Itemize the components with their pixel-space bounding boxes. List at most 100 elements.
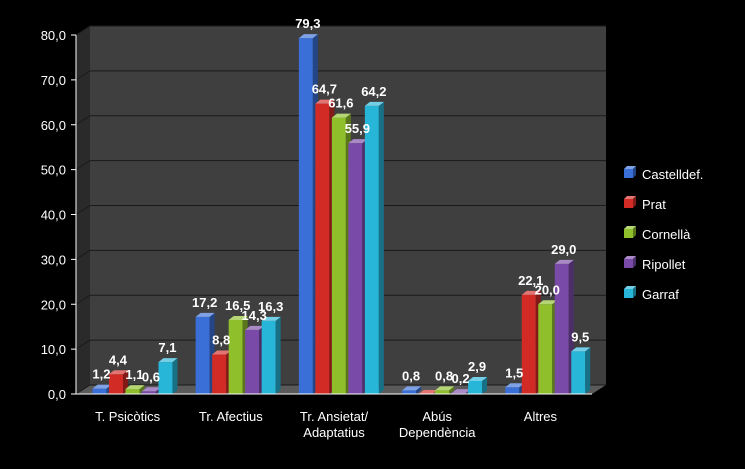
data-label: 17,2: [192, 295, 217, 310]
legend-label: Ripollet: [642, 257, 686, 272]
bar-side: [482, 376, 488, 394]
bar-top: [468, 376, 488, 381]
bar-side: [139, 385, 145, 394]
data-label: 1,1: [125, 367, 143, 382]
category-label: Tr. Afectius: [199, 409, 263, 424]
data-label: 64,7: [312, 82, 337, 97]
y-tick-label: 20,0: [41, 297, 66, 312]
bar: [125, 385, 145, 394]
bar: [554, 259, 574, 394]
legend-entry: Prat: [624, 196, 666, 212]
data-label: 16,5: [225, 298, 250, 313]
bar-top: [141, 387, 161, 392]
gridline: [75, 249, 606, 260]
data-label: 20,0: [535, 282, 560, 297]
bar: [195, 312, 215, 394]
legend-entry: Garraf: [624, 286, 679, 302]
data-label: 8,8: [212, 333, 230, 348]
category-label: Altres: [524, 409, 558, 424]
category-label-line: Tr. Ansietat/: [300, 409, 369, 424]
bar-front: [554, 263, 569, 394]
data-label: 14,3: [242, 308, 267, 323]
bar: [538, 300, 558, 394]
legend-entry: Ripollet: [624, 256, 686, 272]
bar: [435, 386, 455, 394]
data-label: 22,1: [518, 273, 543, 288]
bar-top: [402, 386, 422, 391]
bar-top: [261, 316, 281, 321]
bar-front: [228, 319, 243, 394]
bar: [418, 390, 438, 394]
bar-front: [158, 362, 173, 394]
legend-swatch-top: [624, 166, 636, 169]
category-label: Abús Dependència: [399, 409, 476, 440]
bar: [402, 386, 422, 394]
category-label-line: Tr. Afectius: [199, 409, 263, 424]
data-label: 79,3: [295, 16, 320, 31]
y-tick-label: 60,0: [41, 118, 66, 133]
bar: [331, 113, 351, 394]
bar-top: [364, 101, 384, 106]
bar-front: [125, 389, 140, 394]
bar: [364, 101, 384, 394]
bar-front: [108, 374, 123, 394]
bar-front: [212, 354, 227, 394]
data-label: 0,2: [452, 371, 470, 386]
legend-swatch-side: [633, 196, 636, 208]
bar-front: [468, 380, 483, 394]
bar-front: [245, 329, 260, 394]
bar-top: [348, 139, 368, 144]
bar-front: [402, 390, 417, 394]
gridline: [75, 115, 606, 126]
data-label: 9,5: [571, 329, 589, 344]
bar-front: [315, 103, 330, 394]
bar-top: [195, 312, 215, 317]
bar-side: [416, 386, 422, 394]
bar-top: [228, 315, 248, 320]
y-tick-label: 40,0: [41, 208, 66, 223]
bar-front: [261, 320, 276, 394]
legend-swatch-top: [624, 256, 636, 259]
legend-swatch: [624, 199, 633, 208]
legend-entry: Cornellà: [624, 226, 691, 242]
legend-label: Garraf: [642, 287, 679, 302]
y-tick-label: 70,0: [41, 73, 66, 88]
bar: [468, 376, 488, 394]
category-label: T. Psicòtics: [95, 409, 161, 424]
gridline: [75, 70, 606, 81]
data-label: 0,8: [402, 368, 420, 383]
category-label-line: Dependència: [399, 425, 476, 440]
bar: [245, 325, 265, 394]
bar-front: [92, 388, 107, 394]
gridline: [75, 294, 606, 305]
bar: [315, 99, 335, 394]
bar-top: [108, 370, 128, 375]
bar-front: [364, 105, 379, 394]
data-label: 0,8: [435, 368, 453, 383]
data-label: 4,4: [109, 352, 128, 367]
bar-top: [418, 390, 438, 394]
legend-swatch: [624, 289, 633, 298]
bar-top: [521, 290, 541, 295]
legend-swatch-side: [633, 166, 636, 178]
legend-swatch: [624, 259, 633, 268]
data-label: 2,9: [468, 359, 486, 374]
bar-top: [245, 325, 265, 330]
bar-top: [554, 259, 574, 264]
category-label-line: T. Psicòtics: [95, 409, 161, 424]
bar-top: [315, 99, 335, 104]
bar-front: [195, 316, 210, 394]
gridline: [75, 384, 606, 395]
legend-label: Castelldef.: [642, 167, 703, 182]
category-label-line: Adaptatius: [303, 425, 365, 440]
gridline: [75, 205, 606, 215]
bar-front: [348, 143, 363, 394]
y-tick-label: 80,0: [41, 28, 66, 43]
bar-front: [141, 391, 156, 394]
data-label: 29,0: [551, 242, 576, 257]
bar-top: [125, 385, 145, 390]
category-label: Tr. Ansietat/Adaptatius: [300, 409, 369, 440]
legend-swatch-top: [624, 196, 636, 199]
bar-side: [585, 347, 591, 394]
bar: [212, 350, 232, 394]
